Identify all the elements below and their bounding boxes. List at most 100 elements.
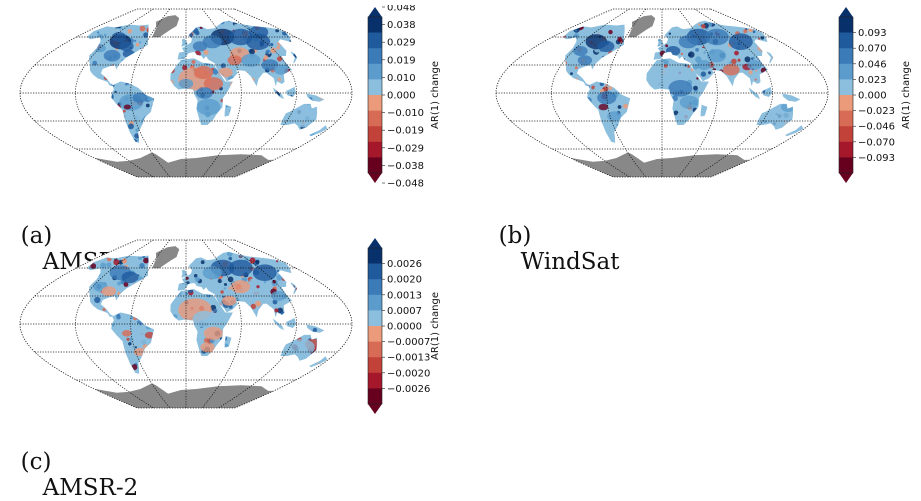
speckle-b: [611, 122, 615, 126]
speckle-b: [734, 51, 739, 56]
speckle-a: [126, 85, 130, 89]
speckle-c: [220, 290, 223, 293]
speckle-a: [276, 46, 280, 50]
speckle-c: [106, 262, 111, 267]
colorbar-bin-a: [368, 157, 382, 173]
anomaly-patch-b: [723, 64, 740, 76]
colorbar-bin-c: [368, 264, 382, 280]
colorbar-tick-label-b: 0.046: [858, 59, 887, 70]
anomaly-patch-c: [204, 327, 223, 340]
colorbar-bin-b: [839, 111, 853, 127]
speckle-c: [104, 274, 109, 279]
colorbar-bin-b: [839, 17, 853, 33]
map-svg-c: 0.0026 0.0020 0.0013 0.0007 0.0000 −0.0007 −0.…: [18, 236, 458, 418]
anomaly-patch-c: [122, 272, 139, 284]
colorbar-bin-a: [368, 48, 382, 64]
colorbar-bin-c: [368, 295, 382, 311]
speckle-b: [701, 71, 706, 76]
speckle-a: [192, 60, 196, 64]
speckle-a: [140, 26, 146, 32]
colorbar-label-a: AR(1) change: [430, 61, 441, 129]
speckle-a: [270, 43, 273, 46]
colorbar-bin-b: [839, 79, 853, 95]
colorbar-bin-b: [839, 64, 853, 80]
speckle-a: [264, 55, 269, 60]
speckle-a: [226, 54, 230, 58]
speckle-a: [271, 48, 277, 54]
speckle-b: [617, 37, 622, 42]
colorbar-label-c: AR(1) change: [430, 292, 441, 360]
speckle-a: [134, 40, 136, 42]
speckle-c: [221, 278, 224, 281]
colorbar-bin-c: [368, 326, 382, 342]
colorbar-bin-c: [368, 373, 382, 389]
speckle-a: [136, 43, 140, 47]
colorbar-bin-b: [839, 157, 853, 173]
speckle-a: [204, 50, 209, 55]
speckle-b: [690, 73, 694, 77]
speckle-c: [131, 354, 134, 357]
speckle-b: [698, 23, 700, 25]
speckle-c: [143, 258, 149, 264]
speckle-c: [94, 297, 100, 303]
colorbar-bin-b: [839, 33, 853, 49]
colorbar-c: 0.00260.00200.00130.00070.0000−0.0007−0.…: [368, 238, 441, 414]
colorbar-extend-bottom-a: [368, 173, 382, 183]
colorbar-a: 0.0480.0380.0290.0190.0100.000−0.010−0.0…: [368, 5, 441, 187]
speckle-c: [201, 260, 205, 264]
colorbar-tick-label-c: −0.0007: [387, 337, 430, 348]
colorbar-tick-label-c: −0.0013: [387, 353, 430, 364]
anomaly-patch-c: [271, 291, 285, 301]
speckle-a: [195, 31, 199, 35]
speckle-b: [753, 57, 756, 60]
colorbar-tick-label-a: 0.019: [387, 55, 416, 66]
colorbar-tick-label-b: 0.070: [858, 44, 887, 55]
speckle-a: [249, 49, 255, 55]
anomaly-patch-c: [291, 339, 315, 356]
speckle-a: [123, 110, 126, 113]
colorbar-bin-c: [368, 357, 382, 373]
speckle-b: [594, 87, 598, 91]
speckle-c: [139, 263, 144, 268]
speckle-b: [570, 72, 573, 75]
speckle-c: [228, 287, 231, 290]
colorbar-tick-label-c: −0.0020: [387, 368, 430, 379]
anomaly-patch-b: [573, 46, 587, 56]
colorbar-tick-label-c: 0.0026: [387, 259, 422, 270]
colorbar-bin-b: [839, 126, 853, 142]
map-svg-b: 0.0930.0700.0460.0230.000−0.023−0.046−0.…: [494, 5, 921, 187]
speckle-b: [608, 30, 612, 34]
anomaly-patch-a: [194, 66, 213, 79]
colorbar-tick-label-a: −0.038: [387, 161, 424, 172]
colorbar-bin-a: [368, 111, 382, 127]
speckle-c: [128, 342, 131, 345]
anomaly-patch-b: [578, 55, 592, 65]
colorbar-bin-c: [368, 388, 382, 404]
colorbar-label-b: AR(1) change: [901, 61, 912, 129]
colorbar-tick-label-c: 0.0007: [387, 306, 422, 317]
colorbar-tick-label-a: 0.038: [387, 20, 416, 31]
speckle-a: [146, 104, 150, 108]
panel-a: 0.048 0.038 0.029 0.019 0.010 0.000 −0.010 −0.0…: [18, 5, 448, 185]
colorbar-tick-label-b: −0.046: [858, 122, 895, 133]
speckle-b: [618, 105, 622, 109]
speckle-c: [195, 277, 200, 282]
anomaly-patch-c: [192, 311, 216, 328]
speckle-b: [623, 104, 628, 109]
speckle-c: [142, 269, 146, 273]
speckle-c: [228, 277, 234, 283]
colorbar-tick-label-a: −0.029: [387, 143, 424, 154]
speckle-c: [274, 308, 278, 312]
speckle-a: [139, 41, 141, 43]
speckle-c: [250, 279, 256, 285]
speckle-b: [703, 51, 705, 53]
colorbar-tick-label-b: 0.000: [858, 91, 887, 102]
anomaly-patch-a: [124, 105, 131, 110]
anomaly-patch-c: [102, 286, 116, 296]
speckle-b: [612, 135, 615, 138]
colorbar-bin-c: [368, 248, 382, 264]
caption-name-c: AMSR-2: [43, 475, 139, 501]
colorbar-bin-c: [368, 310, 382, 326]
anomaly-patch-a: [218, 68, 232, 78]
speckle-b: [753, 30, 756, 33]
